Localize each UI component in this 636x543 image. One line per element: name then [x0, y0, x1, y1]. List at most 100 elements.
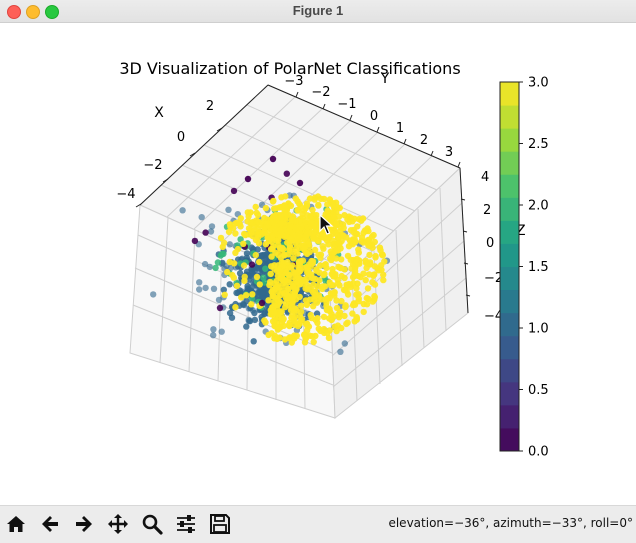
scatter-point [217, 234, 225, 242]
colorbar-band [500, 358, 519, 383]
scatter-point [320, 313, 328, 321]
scatter-point [281, 277, 288, 284]
scatter-point [277, 269, 284, 277]
scatter-point [275, 237, 282, 244]
view-status-text: elevation=−36°, azimuth=−33°, roll=0° [388, 516, 633, 530]
scatter-point [304, 286, 311, 293]
y-tick-label: 2 [420, 133, 428, 148]
scatter-point [348, 265, 355, 272]
scatter-point [251, 309, 258, 317]
scatter-point [295, 273, 302, 281]
pan-button[interactable] [104, 510, 132, 538]
scatter-point [210, 332, 217, 339]
scatter-point [202, 284, 209, 292]
scatter-point [327, 248, 334, 255]
scatter-point [236, 220, 243, 227]
scatter-point [254, 211, 262, 219]
colorbar-band [500, 312, 519, 337]
scatter-point [243, 292, 250, 299]
scatter-point [226, 281, 233, 288]
scatter-point [361, 227, 369, 234]
colorbar-band [500, 82, 519, 106]
scatter-point [262, 204, 270, 212]
scatter-point [226, 241, 233, 248]
scatter-point [179, 207, 186, 214]
colorbar-band [500, 427, 519, 452]
colorbar-tick-label: 1.5 [528, 260, 549, 275]
scatter-point [355, 291, 362, 298]
scatter-point [275, 324, 282, 331]
home-button[interactable] [2, 510, 30, 538]
scatter-point [290, 255, 297, 262]
minimize-window-button[interactable] [26, 5, 40, 19]
tick-marks [135, 91, 471, 297]
scatter-point [242, 231, 249, 239]
scatter-point [250, 338, 257, 345]
scatter-point [262, 265, 269, 272]
y-axis-label: Y [380, 71, 390, 87]
zoom-button[interactable] [138, 510, 166, 538]
plot-3d[interactable]: 3D Visualization of PolarNet Classificat… [0, 23, 636, 505]
scatter-point [216, 304, 224, 312]
scatter-point [342, 303, 349, 311]
scatter-point [312, 316, 319, 323]
scatter-points [150, 155, 391, 355]
scatter-point [334, 322, 342, 329]
y-tick-label: 0 [370, 109, 378, 124]
scatter-point [210, 285, 218, 292]
y-tick-label: 1 [396, 121, 404, 136]
scatter-point [248, 229, 255, 236]
save-button[interactable] [206, 510, 234, 538]
scatter-point [276, 204, 283, 211]
colorbar-tick-label: 2.0 [528, 199, 549, 214]
scatter-point [355, 295, 362, 302]
scatter-point [319, 243, 326, 250]
scatter-point [266, 278, 274, 286]
scatter-point [256, 258, 263, 266]
scatter-point [246, 317, 254, 325]
scatter-point [234, 245, 242, 253]
scatter-point [333, 297, 340, 304]
scatter-point [254, 231, 261, 238]
scatter-point [309, 206, 316, 214]
scatter-point [258, 299, 266, 307]
colorbar-band [500, 151, 519, 175]
scatter-point [324, 207, 331, 214]
scatter-point [366, 251, 373, 259]
scatter-point [330, 282, 337, 289]
scatter-point [221, 291, 228, 298]
scatter-point [261, 228, 268, 235]
scatter-point [371, 294, 378, 301]
forward-button[interactable] [70, 510, 98, 538]
scatter-point [370, 272, 377, 279]
scatter-point [326, 196, 333, 203]
figure-canvas[interactable]: 3D Visualization of PolarNet Classificat… [0, 23, 636, 505]
configure-subplots-button[interactable] [172, 510, 200, 538]
colorbar-band [500, 174, 519, 198]
scatter-point [343, 320, 350, 328]
scatter-point [310, 234, 317, 241]
colorbar: 3.0 2.5 2.0 1.5 1.0 0.5 0.0 [499, 76, 549, 460]
scatter-point [296, 179, 304, 187]
close-window-button[interactable] [7, 5, 21, 19]
scatter-point [245, 213, 252, 220]
x-axis-label: X [154, 105, 164, 121]
scatter-point [232, 304, 239, 311]
scatter-point [260, 274, 267, 281]
scatter-point [313, 310, 321, 317]
scatter-point [328, 316, 335, 324]
x-tick-label: 2 [206, 99, 214, 114]
back-button[interactable] [36, 510, 64, 538]
scatter-point [302, 320, 310, 327]
scatter-point [317, 262, 324, 269]
scatter-point [300, 331, 308, 339]
scatter-point [244, 218, 251, 225]
scatter-point [224, 268, 231, 276]
scatter-point [191, 237, 199, 245]
scatter-point [380, 271, 387, 278]
scatter-point [334, 280, 342, 287]
maximize-window-button[interactable] [45, 5, 59, 19]
y-tick-label: −3 [284, 74, 303, 89]
scatter-point [332, 220, 340, 227]
scatter-point [220, 286, 227, 293]
